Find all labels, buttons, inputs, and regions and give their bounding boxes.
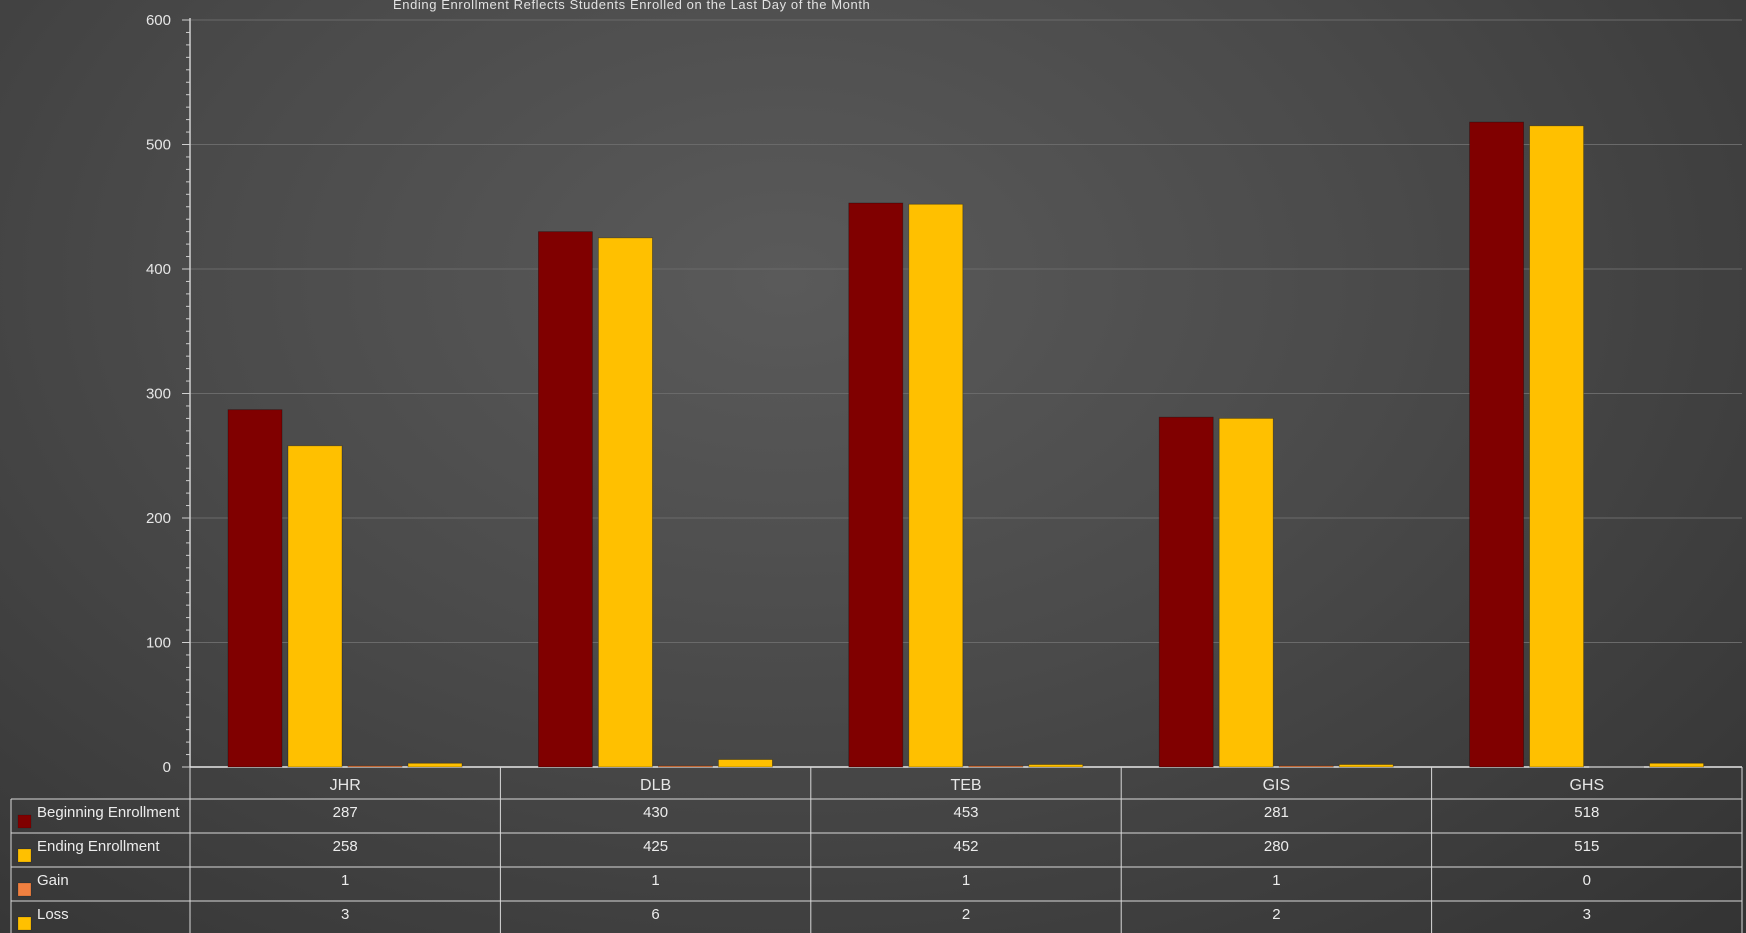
x-category-label-teb: TEB <box>950 777 981 794</box>
table-cell-loss-gis: 2 <box>1272 906 1280 923</box>
bar-ending-enrollment-teb <box>908 203 964 768</box>
legend-swatch-ending-enrollment <box>17 848 32 863</box>
table-cell-ending-enrollment-teb: 452 <box>953 838 978 855</box>
legend-swatch-gain <box>17 882 32 897</box>
table-cell-ending-enrollment-gis: 280 <box>1264 838 1289 855</box>
bar-ending-enrollment-dlb <box>598 237 653 768</box>
bar-beginning-enrollment-ghs <box>1469 121 1524 768</box>
x-category-label-jhr: JHR <box>330 777 361 794</box>
bar-ending-enrollment-gis <box>1218 417 1274 768</box>
bar-gain-jhr <box>347 765 403 768</box>
table-cell-gain-teb: 1 <box>962 872 970 889</box>
bar-gain-gis <box>1278 765 1334 768</box>
legend-swatch-beginning-enrollment <box>17 814 32 829</box>
table-cell-loss-ghs: 3 <box>1583 906 1591 923</box>
legend-label-ending-enrollment: Ending Enrollment <box>37 838 160 855</box>
y-tick-label-500: 500 <box>146 137 171 154</box>
legend-swatch-loss <box>17 916 32 931</box>
bar-gain-teb <box>968 765 1024 768</box>
bar-gain-dlb <box>658 765 713 768</box>
bar-beginning-enrollment-jhr <box>227 409 283 768</box>
legend-label-gain: Gain <box>37 872 69 889</box>
y-tick-label-600: 600 <box>146 12 171 29</box>
table-cell-gain-gis: 1 <box>1272 872 1280 889</box>
table-cell-beginning-enrollment-ghs: 518 <box>1574 804 1599 821</box>
bar-loss-teb <box>1028 764 1084 768</box>
table-cell-loss-dlb: 6 <box>651 906 659 923</box>
data-table: JHR DLB TEB GIS GHS Beginning Enrollment 287 43… <box>10 767 1743 933</box>
y-tick-label-0: 0 <box>163 759 171 776</box>
table-cell-beginning-enrollment-dlb: 430 <box>643 804 668 821</box>
bar-beginning-enrollment-dlb <box>538 231 593 768</box>
bar-beginning-enrollment-gis <box>1158 416 1214 768</box>
y-tick-label-200: 200 <box>146 510 171 527</box>
y-tick-label-100: 100 <box>146 635 171 652</box>
bar-ending-enrollment-jhr <box>287 445 343 768</box>
table-cell-loss-jhr: 3 <box>341 906 349 923</box>
bar-loss-gis <box>1338 764 1394 768</box>
table-cell-loss-teb: 2 <box>962 906 970 923</box>
table-cell-gain-jhr: 1 <box>341 872 349 889</box>
bar-beginning-enrollment-teb <box>848 202 904 768</box>
x-category-label-ghs: GHS <box>1569 777 1604 794</box>
x-category-label-dlb: DLB <box>640 777 671 794</box>
y-tick-label-300: 300 <box>146 386 171 403</box>
bar-loss-dlb <box>718 759 773 768</box>
table-cell-ending-enrollment-dlb: 425 <box>643 838 668 855</box>
x-category-label-gis: GIS <box>1263 777 1291 794</box>
table-cell-beginning-enrollment-gis: 281 <box>1264 804 1289 821</box>
table-cell-ending-enrollment-jhr: 258 <box>333 838 358 855</box>
bar-loss-ghs <box>1649 762 1704 768</box>
table-cell-gain-dlb: 1 <box>651 872 659 889</box>
legend-label-beginning-enrollment: Beginning Enrollment <box>37 804 180 821</box>
legend-label-loss: Loss <box>37 906 69 923</box>
table-cell-beginning-enrollment-teb: 453 <box>953 804 978 821</box>
bar-loss-jhr <box>407 762 463 768</box>
y-tick-label-400: 400 <box>146 261 171 278</box>
chart-subtitle: Ending Enrollment Reflects Students Enro… <box>393 0 870 12</box>
bars-group <box>227 121 1704 768</box>
table-cell-ending-enrollment-ghs: 515 <box>1574 838 1599 855</box>
table-cell-gain-ghs: 0 <box>1583 872 1591 889</box>
table-cell-beginning-enrollment-jhr: 287 <box>333 804 358 821</box>
bar-ending-enrollment-ghs <box>1529 125 1584 768</box>
